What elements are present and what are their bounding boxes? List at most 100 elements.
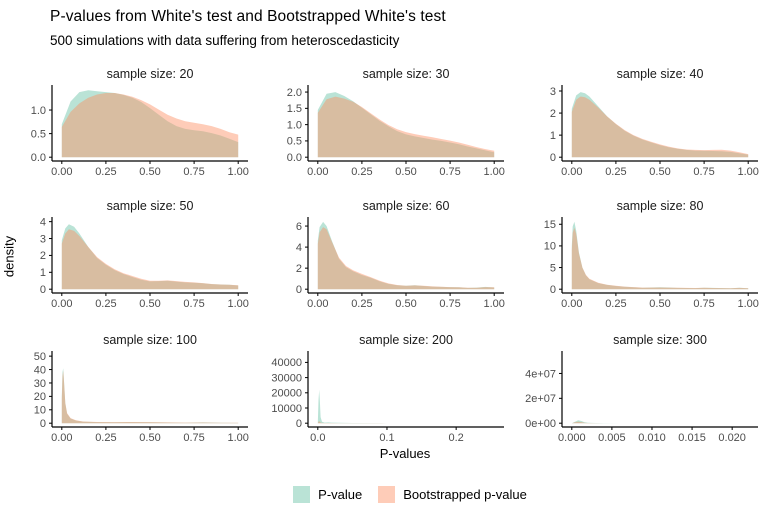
density-area-bootstrapped <box>571 227 749 290</box>
density-area-pvalue <box>571 92 749 158</box>
x-tick-label: 0.000 <box>558 432 586 444</box>
x-tick-label: 0.00 <box>51 298 72 310</box>
y-tick-label: 10 <box>544 241 556 253</box>
density-area-bootstrapped <box>61 370 239 424</box>
legend-swatch-icon <box>378 486 396 503</box>
density-area-bootstrapped <box>317 96 495 158</box>
legend-label: P-value <box>318 487 363 502</box>
facet-strip-label: sample size: 80 <box>617 199 704 213</box>
x-tick-label: 0.25 <box>351 298 372 310</box>
density-area-bootstrapped <box>317 227 495 290</box>
x-tick-label: 0.00 <box>561 298 582 310</box>
facet-strip-label: sample size: 100 <box>103 333 197 347</box>
y-tick-label: 1.5 <box>287 103 302 115</box>
facet-panel-4: sample size: 50 0 1 2 3 4 0.00 0.25 0.50 0.75 1.00 <box>40 199 249 310</box>
y-tick-label: 0 <box>40 418 46 430</box>
x-tick-label: 0.005 <box>598 432 626 444</box>
facet-strip-label: sample size: 200 <box>359 333 453 347</box>
legend-label: Bootstrapped p-value <box>403 487 527 502</box>
density-area-bootstrapped <box>61 229 239 290</box>
x-tick-label: 0.50 <box>649 298 670 310</box>
plot-title: P-values from White's test and Bootstrap… <box>50 8 446 25</box>
x-tick-label: 1.00 <box>737 166 758 178</box>
x-tick-label: 0.25 <box>605 298 626 310</box>
y-tick-label: 20000 <box>271 388 302 400</box>
x-tick-label: 0.50 <box>395 298 416 310</box>
x-tick-label: 0.015 <box>678 432 706 444</box>
y-tick-label: 0.5 <box>287 136 302 148</box>
x-tick-label: 0.75 <box>693 166 714 178</box>
y-tick-label: 5 <box>550 262 556 274</box>
y-tick-label: 1 <box>40 267 46 279</box>
x-tick-label: 1.00 <box>483 298 504 310</box>
x-tick-label: 0.25 <box>95 432 116 444</box>
x-tick-label: 0.75 <box>183 166 204 178</box>
x-tick-label: 0.00 <box>51 166 72 178</box>
plot-subtitle: 500 simulations with data suffering from… <box>50 33 400 48</box>
y-tick-label: 30000 <box>271 372 302 384</box>
x-tick-label: 0.50 <box>649 166 670 178</box>
density-area-pvalue <box>61 90 239 158</box>
y-tick-label: 0.0 <box>287 152 302 164</box>
y-tick-label: 20 <box>34 391 46 403</box>
facet-panel-1: sample size: 20 0.0 0.5 1.0 0.00 0.25 0.50 0.75… <box>31 67 249 178</box>
y-tick-label: 6 <box>296 221 302 233</box>
y-tick-label: 2 <box>296 263 302 275</box>
facet-strip-label: sample size: 20 <box>107 67 194 81</box>
x-tick-label: 0.00 <box>307 298 328 310</box>
facet-strip-label: sample size: 30 <box>363 67 450 81</box>
legend-item-1: P-value <box>293 486 362 503</box>
y-tick-label: 3 <box>550 86 556 98</box>
density-area-pvalue <box>317 92 495 158</box>
x-tick-label: 0.1 <box>379 432 394 444</box>
x-tick-label: 0.75 <box>183 432 204 444</box>
density-area-pvalue <box>61 368 239 424</box>
y-tick-label: 0.5 <box>31 128 46 140</box>
x-tick-label: 1.00 <box>227 432 248 444</box>
density-area-pvalue <box>317 389 495 424</box>
x-tick-label: 1.00 <box>227 298 248 310</box>
x-tick-label: 1.00 <box>737 298 758 310</box>
y-tick-label: 40000 <box>271 357 302 369</box>
facet-panel-3: sample size: 40 0 1 2 3 0.00 0.25 0.50 0.75 1.00 <box>550 67 759 178</box>
legend-swatch-icon <box>293 486 311 503</box>
x-tick-label: 0.50 <box>139 298 160 310</box>
y-tick-label: 50 <box>34 351 46 363</box>
y-tick-label: 4e+07 <box>525 368 556 380</box>
y-tick-label: 0 <box>40 284 46 296</box>
x-tick-label: 0.25 <box>95 298 116 310</box>
y-tick-label: 2 <box>550 108 556 120</box>
facet-panel-8: sample size: 200 0 10000 20000 30000 40000 0.0… <box>271 333 504 444</box>
x-tick-label: 0.50 <box>139 166 160 178</box>
x-tick-label: 0.020 <box>718 432 746 444</box>
y-tick-label: 0 <box>550 284 556 296</box>
density-area-pvalue <box>571 221 749 290</box>
y-tick-label: 2.0 <box>287 87 302 99</box>
x-tick-label: 0.75 <box>439 166 460 178</box>
x-tick-label: 0.25 <box>351 166 372 178</box>
density-area-bootstrapped <box>571 96 749 158</box>
x-tick-label: 0.010 <box>638 432 666 444</box>
x-tick-label: 0.75 <box>183 298 204 310</box>
y-tick-label: 40 <box>34 364 46 376</box>
x-tick-label: 1.00 <box>227 166 248 178</box>
y-tick-label: 2e+07 <box>525 393 556 405</box>
x-tick-label: 0.2 <box>449 432 464 444</box>
x-tick-label: 0.00 <box>307 166 328 178</box>
y-tick-label: 3 <box>40 233 46 245</box>
y-tick-label: 30 <box>34 378 46 390</box>
y-tick-label: 10000 <box>271 403 302 415</box>
density-area-bootstrapped <box>61 93 239 158</box>
density-area-pvalue <box>61 224 239 290</box>
y-tick-label: 0.0 <box>31 152 46 164</box>
y-tick-label: 0 <box>550 152 556 164</box>
density-area-pvalue <box>571 420 749 424</box>
x-tick-label: 0.50 <box>395 166 416 178</box>
y-tick-label: 2 <box>40 250 46 262</box>
facet-panel-2: sample size: 30 0.0 0.5 1.0 1.5 2.0 0.00 0.25 0.… <box>287 67 505 178</box>
facet-panel-5: sample size: 60 0 2 4 6 0.00 0.25 0.50 0.75 1.00 <box>296 199 505 310</box>
y-tick-label: 4 <box>296 242 302 254</box>
y-tick-label: 1 <box>550 130 556 142</box>
y-tick-label: 0 <box>296 284 302 296</box>
